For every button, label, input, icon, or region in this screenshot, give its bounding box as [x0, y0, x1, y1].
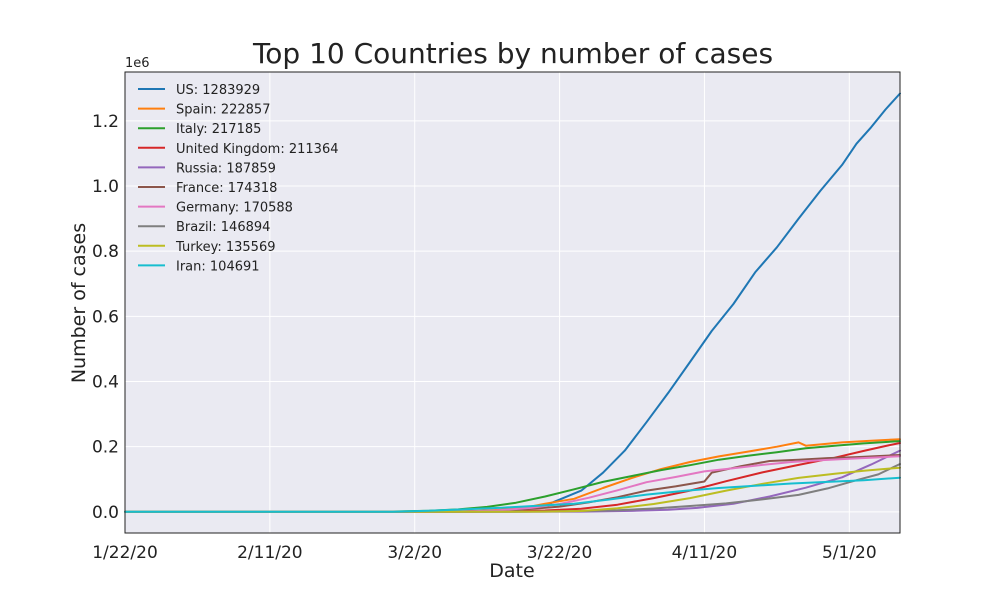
grid-lines [124, 72, 900, 533]
series-line-germany [124, 455, 901, 513]
series-line-iran [124, 476, 901, 513]
y-tick-label: 0.0 [92, 503, 119, 523]
y-tick-label: 1.2 [92, 112, 119, 132]
legend-entry-us: US: 1283929 [176, 83, 260, 98]
y-tick-label: 0.2 [92, 438, 119, 458]
x-tick-label: 1/22/20 [92, 543, 158, 563]
x-tick-label: 3/22/20 [527, 543, 593, 563]
plot-frame [124, 71, 901, 534]
legend: US: 1283929 Spain: 222857 Italy: 217185 Uni… [138, 83, 338, 274]
series-line-turkey [124, 466, 901, 513]
x-axis-label: Date [489, 560, 534, 582]
y-tick-label: 1.0 [92, 177, 119, 197]
y-axis-ticks: 0.0 0.2 0.4 0.6 0.8 1.0 1.2 [92, 112, 119, 523]
legend-entry-iran: Iran: 104691 [176, 259, 260, 274]
chart-title: Top 10 Countries by number of cases [252, 37, 773, 70]
x-tick-label: 4/11/20 [672, 543, 738, 563]
y-axis-label: Number of cases [68, 223, 90, 383]
plot-area [125, 72, 900, 533]
legend-entry-brazil: Brazil: 146894 [176, 220, 270, 235]
x-tick-label: 5/1/20 [822, 543, 877, 563]
legend-entry-france: France: 174318 [176, 181, 277, 196]
legend-entry-germany: Germany: 170588 [176, 201, 293, 216]
legend-entry-russia: Russia: 187859 [176, 161, 276, 176]
legend-entry-united-kingdom: United Kingdom: 211364 [176, 142, 338, 157]
y-tick-label: 0.8 [92, 242, 119, 262]
x-tick-label: 3/2/20 [387, 543, 442, 563]
x-axis-ticks: 1/22/20 2/11/20 3/2/20 3/22/20 4/11/20 5/1/20 [92, 543, 876, 563]
x-tick-label: 2/11/20 [237, 543, 303, 563]
legend-entry-spain: Spain: 222857 [176, 103, 270, 118]
y-tick-label: 0.6 [92, 307, 119, 327]
legend-entry-italy: Italy: 217185 [176, 122, 261, 137]
y-tick-label: 0.4 [92, 373, 119, 393]
legend-entry-turkey: Turkey: 135569 [175, 240, 276, 255]
y-offset-label: 1e6 [125, 56, 150, 71]
series-layer [124, 92, 901, 513]
